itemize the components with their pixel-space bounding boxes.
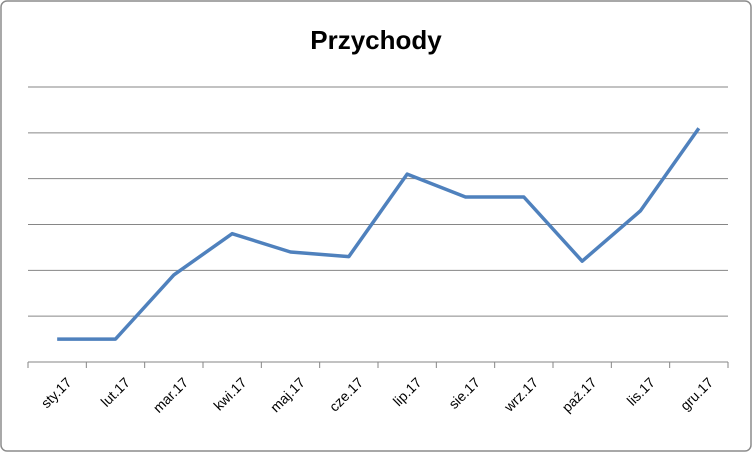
data-line: [57, 127, 701, 341]
chart-title: Przychody: [310, 25, 442, 55]
